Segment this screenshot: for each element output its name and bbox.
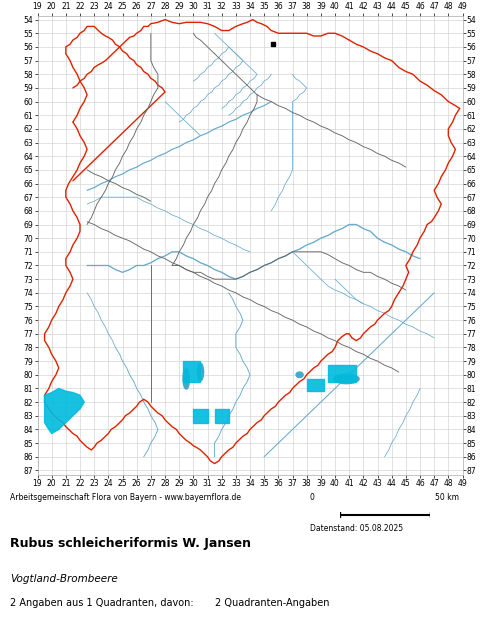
Text: Vogtland-Brombeere: Vogtland-Brombeere	[10, 574, 118, 583]
Ellipse shape	[334, 374, 359, 384]
Text: 0: 0	[310, 493, 315, 502]
Text: 50 km: 50 km	[435, 493, 459, 502]
Polygon shape	[194, 409, 207, 423]
Ellipse shape	[183, 369, 190, 389]
Polygon shape	[184, 361, 200, 381]
Text: 2 Quadranten-Angaben: 2 Quadranten-Angaben	[215, 598, 330, 608]
Text: Rubus schleicheriformis W. Jansen: Rubus schleicheriformis W. Jansen	[10, 536, 251, 549]
Polygon shape	[214, 409, 229, 423]
Text: Datenstand: 05.08.2025: Datenstand: 05.08.2025	[310, 524, 403, 533]
Polygon shape	[306, 379, 324, 391]
Polygon shape	[328, 365, 356, 381]
Ellipse shape	[296, 372, 303, 378]
Ellipse shape	[197, 363, 203, 381]
Text: 2 Angaben aus 1 Quadranten, davon:: 2 Angaben aus 1 Quadranten, davon:	[10, 598, 194, 608]
Text: Arbeitsgemeinschaft Flora von Bayern - www.bayernflora.de: Arbeitsgemeinschaft Flora von Bayern - w…	[10, 493, 241, 502]
Polygon shape	[44, 389, 84, 433]
